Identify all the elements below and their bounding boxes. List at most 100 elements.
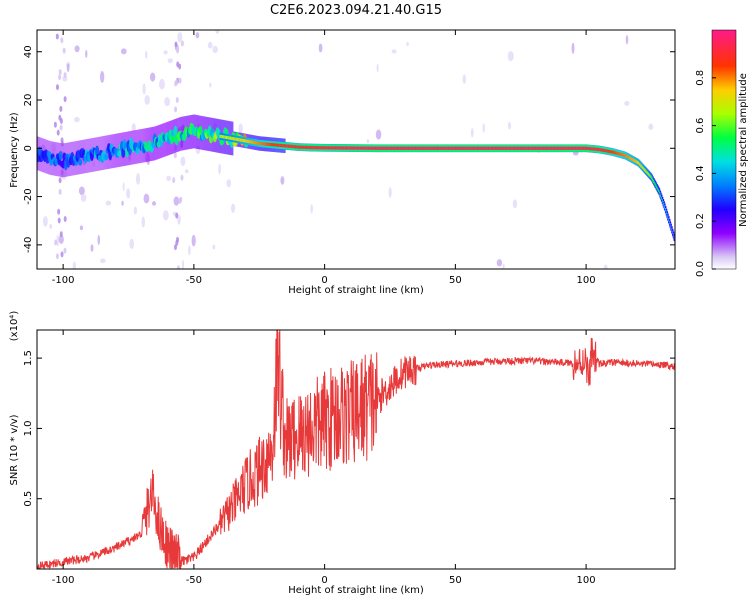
noise-speckle (59, 124, 63, 131)
ridge-core (391, 146, 393, 150)
ridge-core (610, 150, 612, 154)
ridge-core (268, 142, 270, 146)
ridge-core (286, 144, 289, 148)
ridge-core (474, 146, 476, 150)
ridge-core (307, 145, 309, 150)
ridge-core (512, 146, 514, 150)
y-tick-label: 1.5 (23, 350, 34, 366)
ridge-core (603, 148, 606, 153)
ridge-core (537, 146, 540, 150)
ridge-core (262, 142, 264, 146)
ridge-core (388, 146, 391, 150)
ridge-core (332, 146, 334, 150)
ridge-core (579, 146, 581, 150)
ridge-core (257, 141, 260, 145)
ridge-core (645, 169, 647, 173)
ridge-core (224, 135, 226, 139)
ridge-core (511, 146, 513, 150)
ridge-core (573, 146, 576, 150)
ridge-core (501, 146, 504, 150)
ridge-core (530, 146, 532, 150)
ridge-core (583, 146, 585, 150)
noise-speckle (180, 174, 184, 181)
ridge-core (334, 146, 337, 150)
ridge-core (598, 147, 600, 152)
ridge-core (402, 146, 405, 150)
ridge-core (381, 146, 384, 150)
ridge-core (225, 135, 228, 139)
ridge-core (400, 146, 403, 150)
ridge-core (539, 146, 541, 150)
noise-speckle (58, 68, 62, 75)
ridge-core (508, 146, 510, 150)
ridge-core (256, 141, 258, 145)
ridge-core (363, 146, 366, 150)
ridge-core (410, 146, 412, 150)
ridge-core (228, 136, 231, 140)
ridge-core (483, 146, 485, 150)
ridge-core (526, 146, 528, 150)
noise-speckle (66, 63, 70, 73)
ridge-core (487, 146, 490, 150)
ridge-core (505, 146, 508, 150)
ridge-core (436, 146, 439, 150)
ridge-core (526, 146, 529, 150)
ridge-core (642, 166, 644, 170)
ridge-core (535, 146, 537, 150)
ridge-core (481, 146, 483, 150)
noise-speckle (74, 45, 80, 53)
ridge-core (222, 135, 224, 139)
ridge-core (324, 146, 326, 150)
ridge-core (616, 151, 618, 155)
noise-speckle (482, 123, 485, 133)
ridge-core (510, 146, 512, 150)
ridge-core (426, 146, 428, 150)
ridge-core (259, 141, 261, 146)
ridge-core (657, 187, 659, 191)
ridge-core (502, 146, 505, 150)
ridge-core (378, 146, 381, 150)
ridge-core (543, 146, 545, 150)
ridge-core (344, 146, 346, 150)
ridge-core (396, 146, 399, 150)
ridge-core (366, 146, 369, 150)
ridge-core (329, 146, 331, 150)
ridge-core (310, 145, 312, 150)
ridge-core (248, 139, 250, 144)
noise-speckle (406, 42, 409, 47)
ridge-core (410, 146, 413, 150)
ridge-core (486, 146, 489, 150)
ridge-core (533, 146, 535, 150)
ridge-core (618, 152, 621, 156)
ridge-core (556, 146, 559, 150)
ridge-core (279, 143, 282, 148)
ridge-core (541, 146, 544, 150)
ridge-core (513, 146, 515, 150)
noise-speckle (188, 245, 191, 256)
y-tick-label: 0 (23, 145, 34, 151)
ridge-core (555, 146, 558, 150)
ridge-core (348, 146, 350, 150)
ridge-core (442, 146, 445, 150)
noise-speckle (388, 187, 392, 198)
ridge-core (397, 146, 399, 150)
x-tick-label: 0 (321, 575, 327, 586)
ridge-core (432, 146, 434, 150)
ridge-core (542, 146, 545, 150)
ridge-core (250, 140, 252, 144)
colorbar-label: Normalized spectral amplitude (738, 73, 749, 227)
ridge-core (497, 146, 499, 150)
ridge-core (353, 146, 355, 150)
ridge-core (672, 230, 674, 235)
ridge-core (472, 146, 474, 150)
ridge-core (515, 146, 518, 150)
ridge-core (624, 154, 627, 158)
ridge-core (437, 146, 439, 150)
ridge-core (263, 142, 265, 146)
noise-speckle (72, 261, 76, 269)
ridge-core (441, 146, 443, 150)
spectrogram-y-label: Frequency (Hz) (9, 112, 20, 188)
ridge-core (299, 145, 301, 149)
ridge-core (292, 144, 294, 149)
ridge-core (271, 143, 273, 147)
